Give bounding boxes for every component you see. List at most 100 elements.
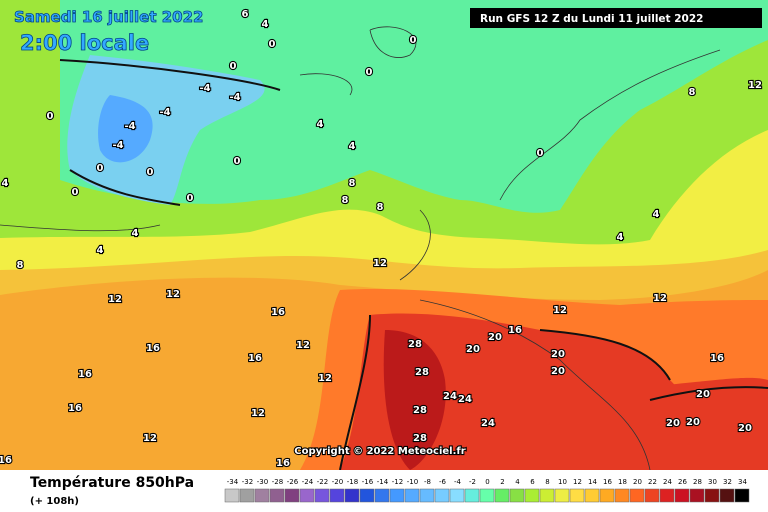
legend-label: 28 — [693, 478, 702, 486]
contour-label: 12 — [318, 373, 332, 384]
legend-swatch — [569, 488, 585, 503]
legend-label: 26 — [678, 478, 687, 486]
contour-label: 4 — [97, 245, 104, 256]
zone-red-east — [665, 377, 768, 470]
isotherm-20 — [339, 314, 768, 471]
time-label: 2:00 locale — [20, 31, 149, 55]
contour-label: 12 — [108, 294, 122, 305]
legend-swatch — [299, 488, 315, 503]
zone-mint — [60, 0, 768, 213]
contour-label: 4 — [617, 232, 624, 243]
contour-label: 4 — [349, 141, 356, 152]
contour-label: 4 — [262, 19, 269, 30]
legend-label: 12 — [573, 478, 582, 486]
legend-swatch — [389, 488, 405, 503]
zone-hot-core — [383, 330, 446, 470]
contour-label: 16 — [78, 369, 92, 380]
legend-label: -16 — [362, 478, 374, 486]
contour-label: 6 — [242, 9, 249, 20]
contour-label: -4 — [199, 83, 210, 94]
contour-label: -4 — [229, 92, 240, 103]
legend-label: 10 — [558, 478, 567, 486]
contour-label: 12 — [653, 293, 667, 304]
contour-label: 4 — [2, 178, 9, 189]
contour-label: 0 — [47, 111, 54, 122]
contour-label: 0 — [366, 67, 373, 78]
contour-label: 24 — [481, 418, 495, 429]
legend-label: 34 — [738, 478, 747, 486]
legend-label: 18 — [618, 478, 627, 486]
contour-label: 8 — [342, 195, 349, 206]
legend-swatch — [269, 488, 285, 503]
legend-swatch — [449, 488, 465, 503]
contour-label: 24 — [458, 394, 472, 405]
contour-label: -4 — [112, 140, 123, 151]
legend-label: 22 — [648, 478, 657, 486]
legend-label: -34 — [227, 478, 239, 486]
contour-label: 20 — [466, 344, 480, 355]
contour-label: -4 — [159, 107, 170, 118]
legend-swatch — [374, 488, 390, 503]
contour-label: 16 — [271, 307, 285, 318]
coastlines — [0, 26, 721, 471]
legend-label: -20 — [332, 478, 343, 486]
contour-label: 16 — [146, 343, 160, 354]
contour-label: 16 — [508, 325, 522, 336]
legend-swatch — [359, 488, 375, 503]
contour-label: 8 — [689, 87, 696, 98]
legend-swatch — [719, 488, 735, 503]
legend-swatch — [509, 488, 525, 503]
contour-label: 0 — [230, 61, 237, 72]
contour-label: 12 — [251, 408, 265, 419]
legend-label: -32 — [242, 478, 253, 486]
legend-label: -18 — [347, 478, 358, 486]
contour-label: 16 — [276, 458, 290, 469]
contour-label: 8 — [17, 260, 24, 271]
legend-label: -28 — [272, 478, 283, 486]
legend-label: 32 — [723, 478, 732, 486]
contour-label: 16 — [0, 455, 12, 466]
contour-label: 28 — [413, 405, 427, 416]
contour-label: 12 — [748, 80, 762, 91]
legend-label: -10 — [407, 478, 418, 486]
contour-label: 0 — [410, 35, 417, 46]
legend-label: 16 — [603, 478, 612, 486]
legend-label: -12 — [392, 478, 403, 486]
contour-label: 12 — [143, 433, 157, 444]
legend-label: 6 — [530, 478, 535, 486]
legend-swatch — [434, 488, 450, 503]
contour-label: 16 — [68, 403, 82, 414]
contour-label: 0 — [537, 148, 544, 159]
contour-label: 4 — [317, 119, 324, 130]
legend-swatch — [674, 488, 690, 503]
contour-label: 0 — [97, 163, 104, 174]
legend: -34 -32 -30 -28 -26 -24 -22 -20 -18 -16 -14 -12 -10-… — [224, 478, 750, 503]
contour-label: 0 — [147, 167, 154, 178]
contour-label: 20 — [696, 389, 710, 400]
contour-label: 24 — [443, 391, 457, 402]
contour-label: 0 — [187, 193, 194, 204]
contour-label: 20 — [666, 418, 680, 429]
contour-label: 28 — [413, 433, 427, 444]
run-label: Run GFS 12 Z du Lundi 11 juillet 2022 — [480, 13, 703, 25]
contour-label: 20 — [738, 423, 752, 434]
legend-swatch — [314, 488, 330, 503]
legend-label: 30 — [708, 478, 717, 486]
contour-label: 12 — [166, 289, 180, 300]
legend-label: 2 — [500, 478, 504, 486]
legend-swatch — [659, 488, 675, 503]
contour-label: 0 — [234, 156, 241, 167]
contour-label: 0 — [269, 39, 276, 50]
contour-label: 0 — [72, 187, 79, 198]
contour-label: 12 — [553, 305, 567, 316]
legend-swatch — [599, 488, 615, 503]
contour-label: 20 — [488, 332, 502, 343]
date-label: Samedi 16 juillet 2022 — [14, 8, 204, 26]
contour-label: 8 — [377, 202, 384, 213]
legend-label: -4 — [454, 478, 462, 486]
legend-swatch — [554, 488, 570, 503]
legend-swatch — [224, 488, 240, 503]
contour-label: 20 — [551, 349, 565, 360]
legend-swatch — [584, 488, 600, 503]
